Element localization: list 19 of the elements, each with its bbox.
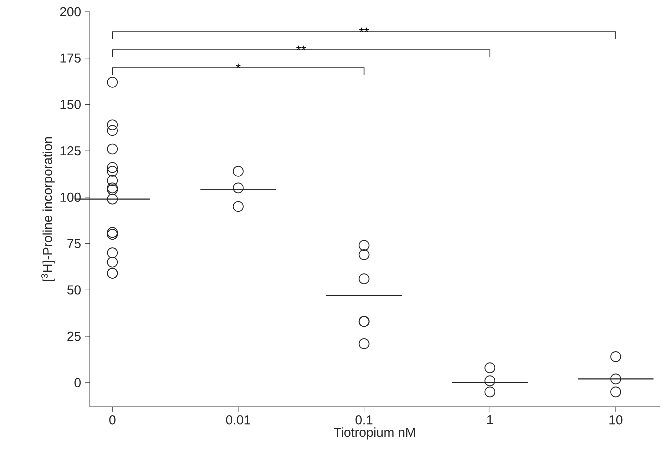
y-tick-label: 200 [60,7,81,17]
x-tick-label: 0 [110,416,116,425]
annotation: * [236,64,241,68]
y-tick-label: 175 [60,54,81,63]
x-tick-label: 0.01 [226,416,250,425]
y-tick-label: 0 [74,378,81,388]
y-tick-label: 150 [60,100,81,110]
y-tick-label: 50 [68,286,81,295]
y-tick-label: 75 [68,239,81,248]
x-tick-label: 0.1 [356,416,373,425]
x-tick-label: 10 [610,416,623,425]
y-tick-label: 25 [68,332,81,342]
y-tick-label: 100 [60,192,81,202]
x-tick-label: 1 [488,416,494,424]
y-tick-label: 125 [60,146,81,156]
annotation: ** [359,28,370,32]
y-axis-title: [$^{3}$H]-Proline incorporation [42,138,55,282]
annotation: ** [296,46,306,50]
x-axis-title: Tiotropium nM [334,428,416,440]
